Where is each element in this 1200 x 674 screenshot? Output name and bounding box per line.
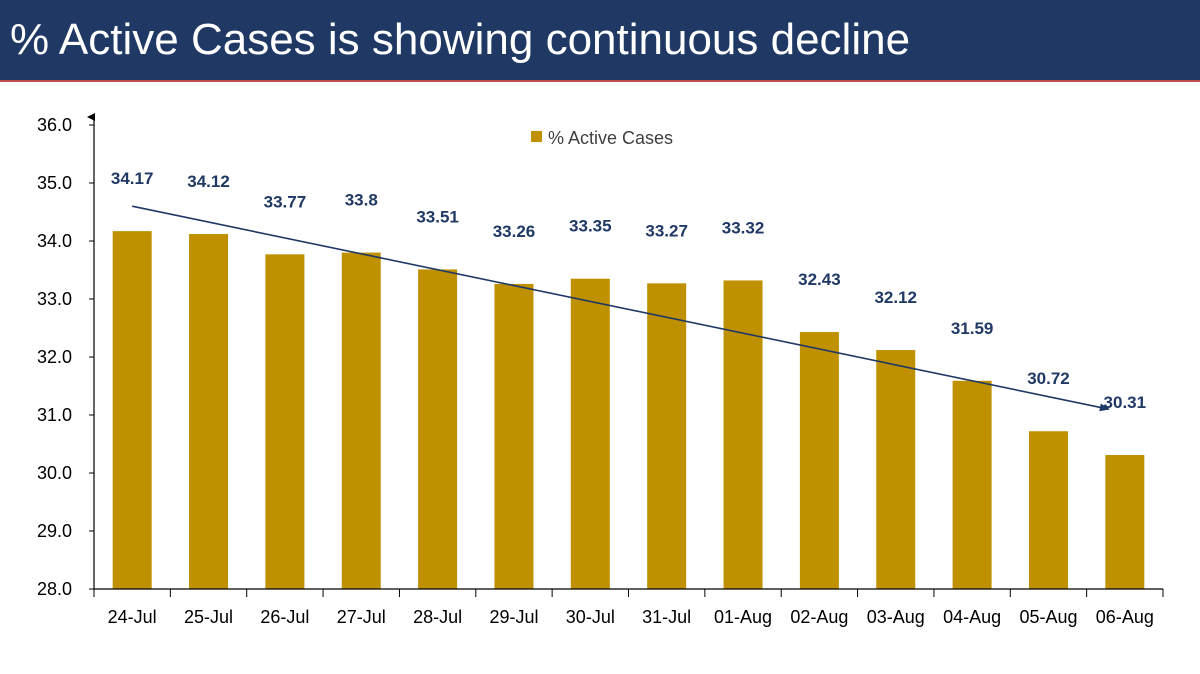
bar-25-Jul: [189, 234, 229, 590]
x-tick-label: 28-Jul: [413, 607, 462, 627]
data-label: 33.26: [493, 222, 536, 241]
y-tick-label: 31.0: [37, 405, 72, 425]
y-tick-label: 36.0: [37, 115, 72, 135]
x-tick-label: 03-Aug: [867, 607, 925, 627]
y-tick-label: 34.0: [37, 231, 72, 251]
data-label: 33.32: [722, 218, 765, 237]
y-tick-label: 28.0: [37, 579, 72, 599]
x-tick-label: 06-Aug: [1096, 607, 1154, 627]
data-label: 32.12: [874, 288, 917, 307]
x-tick-label: 31-Jul: [642, 607, 691, 627]
x-tick-label: 29-Jul: [489, 607, 538, 627]
x-tick-label: 24-Jul: [108, 607, 157, 627]
bar-29-Jul: [494, 283, 534, 589]
x-tick-label: 01-Aug: [714, 607, 772, 627]
data-label: 32.43: [798, 270, 841, 289]
data-label: 33.77: [264, 192, 307, 211]
bar-02-Aug: [799, 332, 839, 589]
legend-swatch: [531, 131, 542, 142]
data-label: 34.12: [187, 172, 230, 191]
y-tick-label: 30.0: [37, 463, 72, 483]
legend-label: % Active Cases: [548, 128, 673, 148]
x-tick-label: 26-Jul: [260, 607, 309, 627]
title-bar: % Active Cases is showing continuous dec…: [0, 0, 1200, 82]
trend-arrow: [132, 205, 1110, 412]
x-tick-label: 02-Aug: [790, 607, 848, 627]
data-label: 33.51: [416, 207, 459, 226]
bar-03-Aug: [876, 350, 916, 589]
bar-06-Aug: [1105, 455, 1145, 589]
data-label: 30.31: [1104, 393, 1147, 412]
bar-27-Jul: [341, 252, 381, 589]
bar-28-Jul: [418, 269, 458, 589]
x-tick-label: 30-Jul: [566, 607, 615, 627]
data-label: 31.59: [951, 319, 994, 338]
data-label: 33.8: [345, 191, 378, 210]
x-tick-label: 27-Jul: [337, 607, 386, 627]
x-tick-label: 04-Aug: [943, 607, 1001, 627]
y-tick-label: 29.0: [37, 521, 72, 541]
data-label: 33.35: [569, 217, 612, 236]
bar-24-Jul: [112, 231, 152, 589]
bar-30-Jul: [570, 278, 610, 589]
bar-26-Jul: [265, 254, 305, 589]
bar-04-Aug: [952, 380, 992, 589]
y-tick-label: 35.0: [37, 173, 72, 193]
y-tick-label: 32.0: [37, 347, 72, 367]
data-label: 33.27: [645, 221, 688, 240]
data-label: 34.17: [111, 169, 154, 188]
bar-31-Jul: [647, 283, 687, 589]
x-tick-label: 05-Aug: [1019, 607, 1077, 627]
bar-01-Aug: [723, 280, 763, 589]
bar-05-Aug: [1028, 431, 1068, 589]
data-label: 30.72: [1027, 369, 1070, 388]
x-tick-label: 25-Jul: [184, 607, 233, 627]
y-tick-label: 33.0: [37, 289, 72, 309]
page-title: % Active Cases is showing continuous dec…: [10, 15, 911, 64]
